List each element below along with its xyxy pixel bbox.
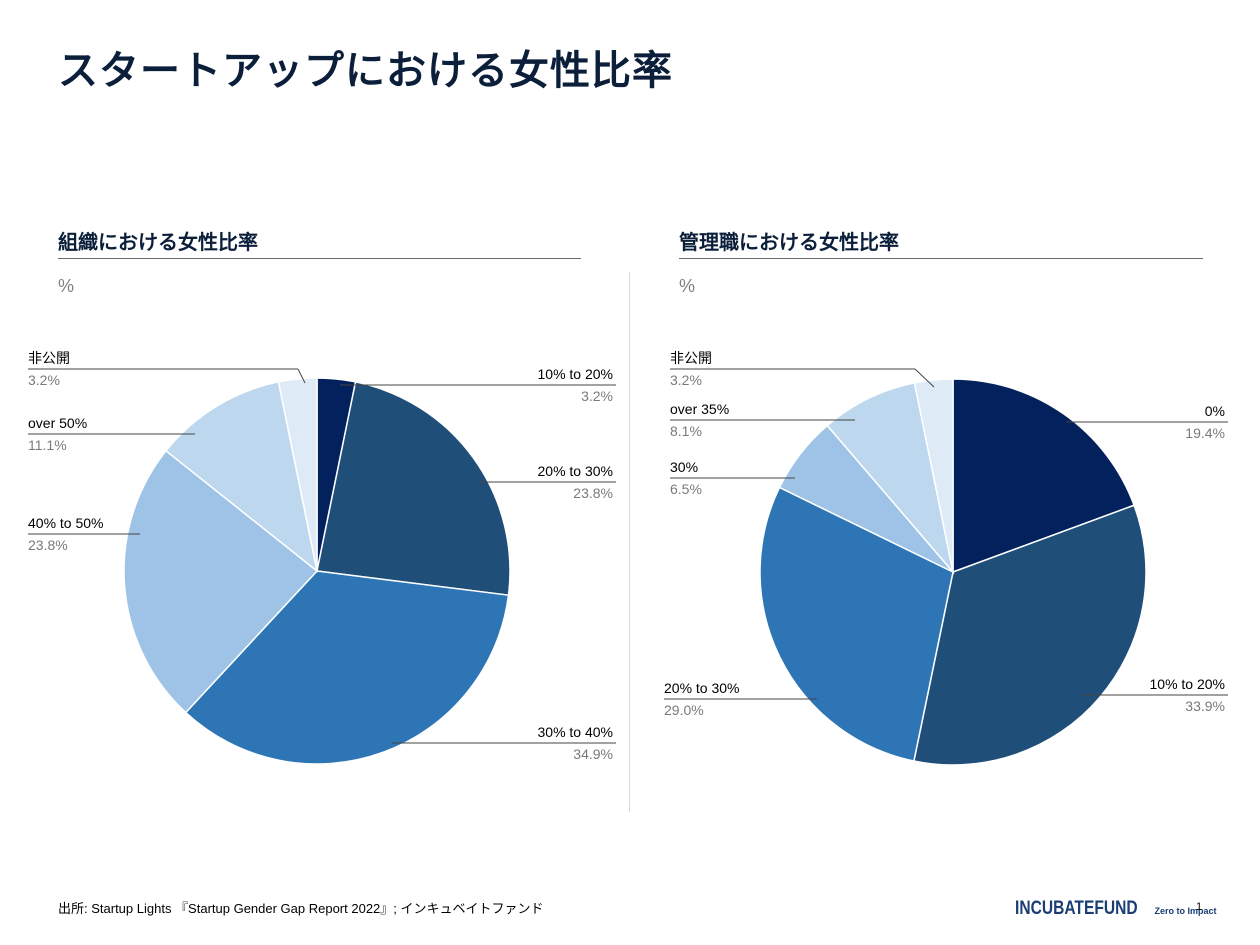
- pie-1-value-1: 33.9%: [1185, 698, 1225, 714]
- pie-0-slice-1: [316, 381, 511, 597]
- page-title: スタートアップにおける女性比率: [58, 48, 673, 94]
- pie-0-leader-kink-5: [297, 368, 306, 384]
- chart-divider: [629, 272, 630, 812]
- pie-1-value-5: 3.2%: [670, 372, 702, 388]
- pie-0-value-4: 11.1%: [28, 437, 67, 453]
- pie-1-value-2: 29.0%: [664, 702, 704, 718]
- chart-title-management: 管理職における女性比率: [679, 230, 899, 254]
- unit-label-left: %: [58, 276, 75, 296]
- pie-1-leader-kink-5: [914, 368, 935, 388]
- logo-main-text: INCUBATEFUND: [1015, 898, 1138, 919]
- pie-1-slice-2: [759, 486, 954, 762]
- pie-0-label-1: 20% to 30%: [538, 463, 614, 479]
- pie-0-label-5: 非公開: [28, 350, 70, 366]
- pie-0-slice-2: [184, 570, 510, 765]
- pie-0-slice-4: [164, 381, 319, 573]
- pie-1-value-4: 8.1%: [670, 423, 702, 439]
- pie-0-slice-3: [123, 449, 319, 714]
- pie-1-label-5: 非公開: [670, 350, 712, 366]
- pie-0-value-1: 23.8%: [573, 485, 613, 501]
- pie-0-label-0: 10% to 20%: [538, 366, 614, 382]
- pie-1-label-2: 20% to 30%: [664, 680, 740, 696]
- chart-title-organization: 組織における女性比率: [58, 230, 258, 254]
- page-number: 1: [1196, 901, 1203, 913]
- pie-0-slice-5: [277, 377, 318, 572]
- pie-0-value-3: 23.8%: [28, 537, 68, 553]
- pie-1-slice-1: [913, 504, 1147, 766]
- pie-0-label-4: over 50%: [28, 415, 87, 431]
- pie-1-value-0: 19.4%: [1185, 425, 1225, 441]
- source-footnote: 出所: Startup Lights 『Startup Gender Gap R…: [58, 901, 544, 916]
- pie-0-label-3: 40% to 50%: [28, 515, 104, 531]
- incubatefund-logo: INCUBATEFUND Zero to Impact: [1015, 898, 1217, 920]
- pie-0-value-5: 3.2%: [28, 372, 60, 388]
- unit-label-right: %: [679, 276, 696, 296]
- pie-0-label-2: 30% to 40%: [538, 724, 614, 740]
- pie-1-value-3: 6.5%: [670, 481, 702, 497]
- title-rule-right: [679, 258, 1203, 259]
- title-rule-left: [58, 258, 581, 259]
- pie-1-slice-5: [913, 378, 954, 573]
- pie-1-slice-4: [826, 381, 955, 575]
- pie-1-label-4: over 35%: [670, 401, 729, 417]
- logo-tagline: Zero to Impact: [1154, 906, 1217, 916]
- pie-1-slice-0: [952, 378, 1136, 574]
- pie-1-label-0: 0%: [1205, 403, 1225, 419]
- pie-1-label-1: 10% to 20%: [1150, 676, 1226, 692]
- pie-0-value-0: 3.2%: [581, 388, 613, 404]
- pie-1-label-3: 30%: [670, 459, 698, 475]
- pie-0-value-2: 34.9%: [573, 746, 613, 762]
